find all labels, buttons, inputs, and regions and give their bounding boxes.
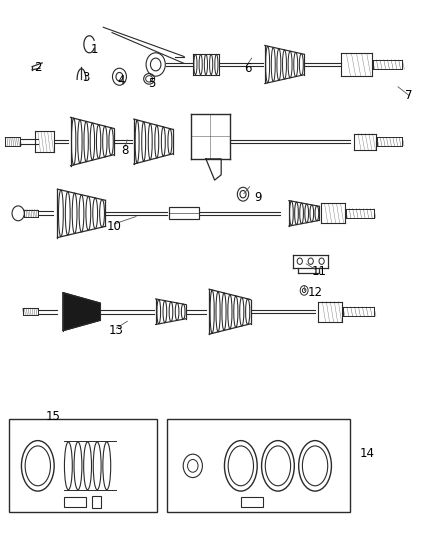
- Polygon shape: [63, 293, 100, 330]
- Text: 6: 6: [244, 62, 251, 75]
- Text: 1: 1: [91, 43, 98, 56]
- Text: 7: 7: [405, 89, 413, 102]
- Bar: [92, 496, 101, 508]
- Text: 14: 14: [360, 447, 375, 460]
- Bar: [9, 419, 157, 512]
- Text: 11: 11: [312, 265, 327, 278]
- Bar: [64, 497, 86, 507]
- Text: 15: 15: [46, 410, 60, 423]
- Text: 5: 5: [148, 77, 155, 90]
- Text: 12: 12: [307, 286, 322, 298]
- Bar: [241, 497, 263, 507]
- Text: 8: 8: [121, 144, 129, 157]
- Text: 10: 10: [107, 220, 122, 233]
- Bar: [169, 207, 199, 219]
- Text: 4: 4: [117, 74, 124, 87]
- Bar: [166, 419, 350, 512]
- Text: 2: 2: [34, 61, 42, 74]
- Text: 3: 3: [82, 71, 89, 84]
- Text: 9: 9: [254, 191, 262, 204]
- Text: 13: 13: [109, 324, 124, 337]
